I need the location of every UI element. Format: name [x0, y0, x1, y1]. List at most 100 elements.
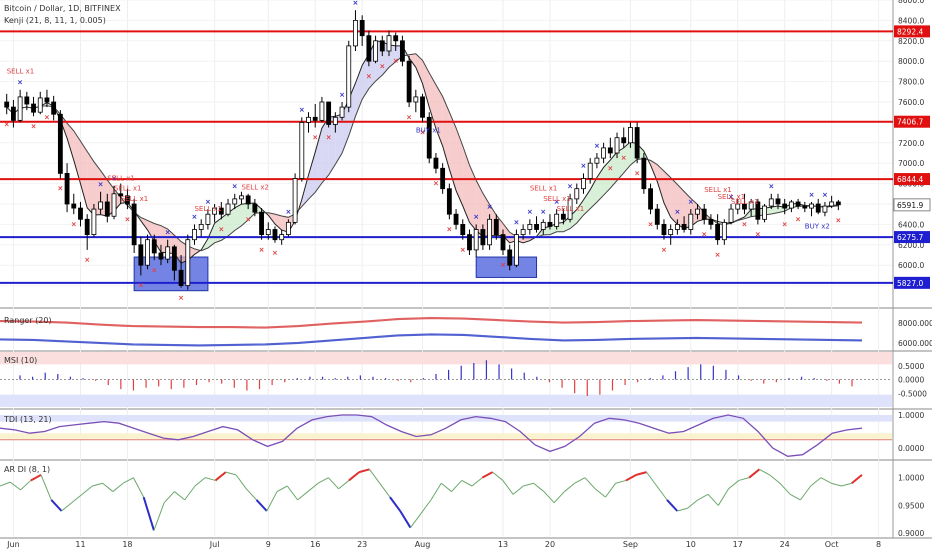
- candle-body[interactable]: [453, 213, 459, 225]
- candle-body[interactable]: [574, 188, 580, 200]
- candle-body[interactable]: [654, 208, 660, 225]
- candle-body[interactable]: [279, 234, 285, 241]
- candle-body[interactable]: [762, 205, 767, 220]
- candle-body[interactable]: [775, 198, 781, 205]
- candle-body[interactable]: [628, 127, 633, 144]
- candle-body[interactable]: [306, 116, 311, 123]
- candle-body[interactable]: [815, 203, 821, 213]
- candle-body[interactable]: [420, 96, 425, 118]
- candle-body[interactable]: [138, 244, 144, 266]
- candle-body[interactable]: [795, 201, 801, 207]
- candle-body[interactable]: [145, 239, 150, 266]
- candle-body[interactable]: [621, 137, 627, 144]
- candle-body[interactable]: [171, 246, 177, 271]
- candle-body[interactable]: [708, 218, 714, 225]
- candle-body[interactable]: [125, 195, 130, 205]
- candle-body[interactable]: [809, 203, 814, 209]
- candle-body[interactable]: [594, 157, 600, 164]
- candle-body[interactable]: [500, 234, 506, 251]
- candle-body[interactable]: [480, 229, 486, 246]
- candle-body[interactable]: [84, 218, 90, 236]
- candle-body[interactable]: [98, 201, 104, 210]
- candle-body[interactable]: [835, 201, 841, 206]
- candle-body[interactable]: [4, 101, 10, 108]
- candle-body[interactable]: [31, 103, 36, 113]
- candle-body[interactable]: [728, 208, 734, 223]
- candle-body[interactable]: [560, 213, 566, 220]
- candle-body[interactable]: [467, 234, 472, 251]
- candle-body[interactable]: [487, 218, 493, 246]
- candle-body[interactable]: [406, 60, 412, 103]
- candle-body[interactable]: [218, 207, 224, 215]
- candle-body[interactable]: [614, 137, 620, 154]
- candle-body[interactable]: [668, 229, 674, 235]
- candle-body[interactable]: [71, 203, 77, 209]
- candle-body[interactable]: [64, 172, 70, 205]
- candle-body[interactable]: [292, 178, 298, 223]
- candle-body[interactable]: [285, 221, 291, 236]
- candle-body[interactable]: [782, 203, 788, 209]
- candle-body[interactable]: [641, 157, 647, 190]
- candle-body[interactable]: [426, 116, 432, 159]
- candle-body[interactable]: [527, 223, 533, 230]
- candle-body[interactable]: [788, 201, 794, 209]
- candle-body[interactable]: [601, 147, 607, 159]
- candle-body[interactable]: [131, 203, 137, 246]
- candle-body[interactable]: [648, 188, 653, 210]
- candle-body[interactable]: [440, 167, 446, 190]
- candle-body[interactable]: [346, 45, 352, 108]
- candle-body[interactable]: [379, 40, 385, 52]
- candle-body[interactable]: [44, 97, 50, 103]
- candle-body[interactable]: [520, 229, 526, 235]
- candle-body[interactable]: [493, 218, 499, 236]
- candle-body[interactable]: [413, 96, 419, 103]
- candle-body[interactable]: [802, 205, 808, 209]
- candle-body[interactable]: [326, 101, 332, 125]
- candle-body[interactable]: [695, 208, 700, 215]
- candle-body[interactable]: [473, 229, 479, 251]
- candle-body[interactable]: [540, 221, 546, 230]
- candle-body[interactable]: [205, 213, 211, 225]
- candle-body[interactable]: [212, 207, 218, 215]
- candle-body[interactable]: [674, 223, 680, 230]
- candle-body[interactable]: [57, 113, 63, 174]
- candle-body[interactable]: [634, 127, 640, 159]
- candle-body[interactable]: [37, 97, 43, 113]
- candle-body[interactable]: [259, 211, 264, 236]
- candle-body[interactable]: [78, 207, 83, 220]
- candle-body[interactable]: [151, 239, 157, 254]
- candle-body[interactable]: [225, 203, 231, 215]
- candle-body[interactable]: [265, 229, 271, 235]
- candle-body[interactable]: [319, 101, 325, 121]
- candle-body[interactable]: [661, 223, 667, 235]
- candle-body[interactable]: [460, 223, 466, 235]
- candle-body[interactable]: [178, 269, 184, 286]
- candle-body[interactable]: [239, 195, 244, 200]
- candle-body[interactable]: [567, 198, 573, 220]
- candle-body[interactable]: [158, 252, 164, 260]
- candle-body[interactable]: [24, 96, 30, 105]
- candle-body[interactable]: [768, 198, 774, 207]
- candle-body[interactable]: [17, 96, 23, 121]
- candle-body[interactable]: [701, 208, 707, 220]
- candle-body[interactable]: [715, 223, 721, 241]
- candle-body[interactable]: [366, 35, 372, 62]
- candle-body[interactable]: [554, 213, 560, 227]
- candle-body[interactable]: [373, 40, 378, 62]
- candle-body[interactable]: [721, 221, 727, 241]
- candle-body[interactable]: [507, 249, 513, 266]
- candle-body[interactable]: [742, 203, 747, 210]
- candle-body[interactable]: [232, 198, 238, 205]
- candle-body[interactable]: [353, 19, 358, 47]
- candle-body[interactable]: [339, 106, 345, 118]
- candle-body[interactable]: [581, 178, 586, 190]
- candle-body[interactable]: [735, 203, 741, 210]
- candle-body[interactable]: [198, 223, 204, 230]
- candle-body[interactable]: [748, 201, 754, 210]
- candle-body[interactable]: [252, 203, 258, 213]
- candle-body[interactable]: [185, 239, 191, 286]
- candle-body[interactable]: [514, 234, 519, 266]
- candle-body[interactable]: [165, 246, 171, 260]
